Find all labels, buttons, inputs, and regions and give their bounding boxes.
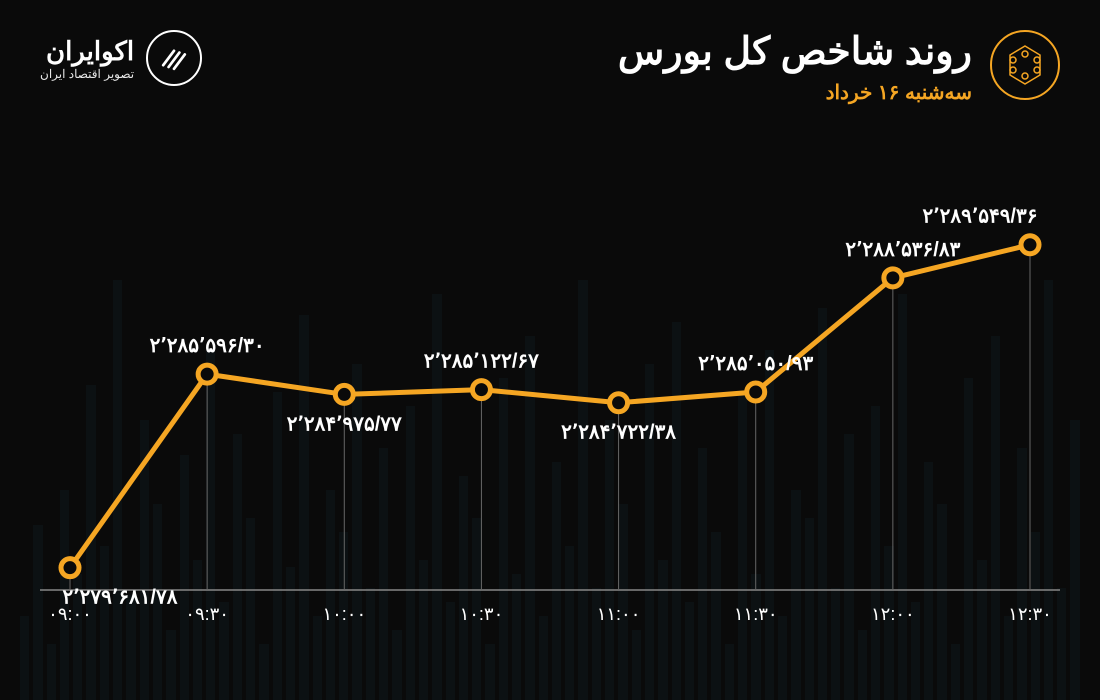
brand-name: اکوایران: [40, 36, 134, 67]
value-label: ۲٬۲۸۸٬۵۳۶/۸۳: [845, 239, 960, 261]
value-label: ۲٬۲۸۹٬۵۴۹/۳۶: [923, 206, 1038, 228]
x-axis-label: ۱۱:۳۰: [734, 604, 778, 624]
data-marker: [610, 394, 628, 412]
title-block: روند شاخص کل بورس سه‌شنبه ۱۶ خرداد: [618, 30, 1060, 105]
x-axis-label: ۱۱:۰۰: [597, 604, 641, 624]
value-label: ۲٬۲۸۴٬۷۲۲/۳۸: [561, 422, 676, 444]
x-axis-label: ۱۲:۳۰: [1008, 604, 1052, 624]
data-marker: [472, 381, 490, 399]
page-title: روند شاخص کل بورس: [618, 30, 972, 76]
x-axis-label: ۰۹:۳۰: [185, 604, 229, 624]
value-label: ۲٬۲۸۴٬۹۷۵/۷۷: [287, 413, 402, 435]
x-axis-label: ۱۰:۰۰: [322, 604, 366, 624]
x-axis-label: ۱۲:۰۰: [871, 604, 915, 624]
brand-tagline: تصویر اقتصاد ایران: [40, 67, 134, 81]
line-chart: ۲٬۲۷۹٬۶۸۱/۷۸۲٬۲۸۵٬۵۹۶/۳۰۲٬۲۸۴٬۹۷۵/۷۷۲٬۲۸…: [40, 180, 1060, 640]
x-axis-label: ۱۰:۳۰: [460, 604, 504, 624]
data-marker: [335, 385, 353, 403]
brand-block: اکوایران تصویر اقتصاد ایران: [40, 30, 202, 86]
data-marker: [1021, 236, 1039, 254]
page-subtitle: سه‌شنبه ۱۶ خرداد: [618, 80, 972, 105]
data-marker: [61, 559, 79, 577]
data-marker: [747, 383, 765, 401]
trend-line: [70, 245, 1030, 568]
x-axis-label: ۰۹:۰۰: [48, 604, 92, 624]
value-label: ۲٬۲۸۵٬۰۵۰/۹۳: [698, 353, 813, 375]
data-marker: [198, 365, 216, 383]
value-label: ۲٬۲۸۵٬۱۲۲/۶۷: [424, 351, 539, 373]
brand-logo-icon: [146, 30, 202, 86]
seal-icon: [990, 30, 1060, 100]
data-marker: [884, 269, 902, 287]
header: روند شاخص کل بورس سه‌شنبه ۱۶ خرداد اکوای…: [40, 30, 1060, 105]
value-label: ۲٬۲۸۵٬۵۹۶/۳۰: [150, 335, 265, 357]
